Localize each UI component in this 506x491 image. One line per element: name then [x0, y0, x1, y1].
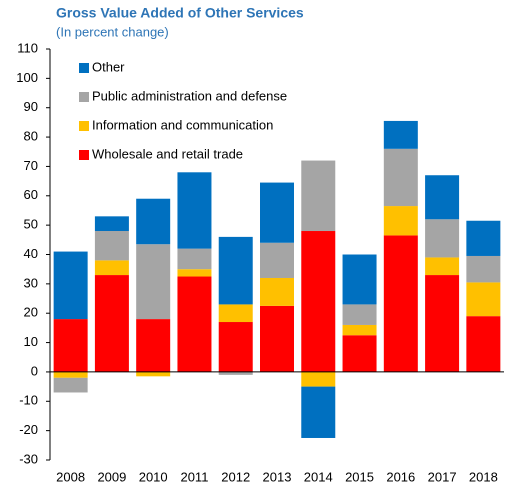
bar-segment: [177, 172, 212, 249]
bar-segment: [383, 120, 418, 149]
y-tick-label: 70: [24, 158, 38, 173]
bar-segment: [94, 231, 129, 261]
bar-segment: [218, 304, 253, 323]
legend-swatch: [79, 121, 89, 131]
bar-segment: [425, 175, 460, 220]
legend-label: Other: [92, 59, 125, 74]
bar-segment: [53, 251, 88, 320]
bar-segment: [466, 220, 501, 256]
bar-segment: [342, 304, 377, 325]
x-tick-label: 2010: [139, 469, 168, 484]
x-tick-label: 2009: [97, 469, 126, 484]
bar-segment: [425, 219, 460, 258]
bar-segment: [218, 236, 253, 305]
bar-segment: [342, 254, 377, 305]
bar-segment: [425, 275, 460, 372]
y-tick-label: 90: [24, 99, 38, 114]
y-tick-label: 30: [24, 275, 38, 290]
bar-segment: [425, 257, 460, 276]
bar-segment: [301, 160, 336, 232]
x-tick-label: 2017: [428, 469, 457, 484]
bar-segment: [260, 242, 294, 278]
bar-segment: [177, 276, 212, 372]
bar-segment: [94, 275, 129, 372]
bar-segment: [342, 324, 377, 336]
bar-segment: [260, 182, 294, 243]
chart-subtitle: (In percent change): [56, 24, 169, 39]
y-tick-label: 50: [24, 217, 38, 232]
x-tick-label: 2018: [469, 469, 498, 484]
y-tick-label: 100: [16, 70, 38, 85]
bar-segment: [260, 277, 294, 306]
bar-segment: [383, 235, 418, 372]
bar-segment: [136, 198, 171, 245]
legend-swatch: [79, 63, 89, 73]
bar-segment: [177, 248, 212, 270]
y-tick-label: 40: [24, 246, 38, 261]
bar-segment: [94, 260, 129, 276]
x-tick-label: 2013: [263, 469, 292, 484]
y-tick-label: 0: [31, 363, 38, 378]
bar-segment: [136, 319, 171, 372]
legend-label: Information and communication: [92, 117, 273, 132]
legend-swatch: [79, 92, 89, 102]
bar-segment: [301, 231, 336, 372]
y-tick-label: 80: [24, 129, 38, 144]
legend-swatch: [79, 150, 89, 160]
bar-segment: [218, 322, 253, 372]
bar-segment: [136, 244, 171, 320]
bar-segment: [301, 371, 336, 387]
y-tick-label: -30: [19, 451, 38, 466]
bar-segment: [342, 335, 377, 372]
bar-segment: [466, 282, 501, 317]
x-tick-label: 2012: [221, 469, 250, 484]
x-tick-label: 2014: [304, 469, 333, 484]
bar-segment: [136, 371, 171, 377]
y-tick-label: 10: [24, 334, 38, 349]
bar-segment: [466, 255, 501, 283]
bar-segment: [53, 319, 88, 372]
bar-segment: [301, 386, 336, 438]
bar-segment: [177, 269, 212, 277]
bar-segment: [383, 206, 418, 236]
bar-segment: [53, 371, 88, 378]
x-tick-label: 2011: [180, 469, 208, 484]
y-tick-label: 60: [24, 187, 38, 202]
legend-label: Wholesale and retail trade: [92, 146, 243, 161]
y-tick-label: 20: [24, 305, 38, 320]
bar-segment: [383, 148, 418, 207]
x-tick-label: 2015: [345, 469, 374, 484]
x-tick-label: 2008: [56, 469, 85, 484]
bar-segment: [466, 316, 501, 372]
bar-segment: [53, 377, 88, 393]
bar-segment: [260, 305, 294, 372]
chart-title: Gross Value Added of Other Services: [56, 5, 304, 21]
bar-segment: [94, 216, 129, 232]
y-tick-label: 110: [17, 40, 38, 55]
y-tick-label: -10: [19, 393, 38, 408]
legend-label: Public administration and defense: [92, 88, 287, 103]
y-tick-label: -20: [19, 422, 38, 437]
x-tick-label: 2016: [386, 469, 415, 484]
bar-segment: [218, 371, 253, 375]
